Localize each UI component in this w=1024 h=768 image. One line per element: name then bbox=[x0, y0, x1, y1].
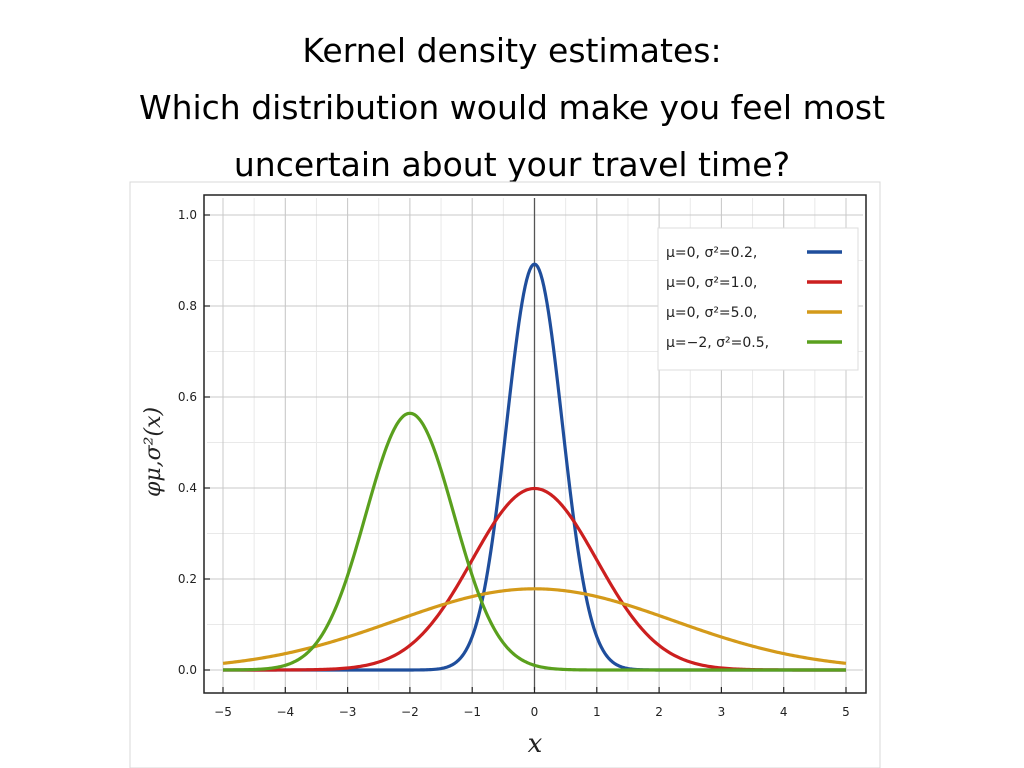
grid-lines bbox=[207, 198, 863, 690]
y-tick-label: 0.2 bbox=[178, 572, 197, 586]
x-tick-label: 5 bbox=[842, 705, 850, 719]
title-line-2: Which distribution would make you feel m… bbox=[138, 88, 886, 127]
legend-label: μ=−2, σ²=0.5, bbox=[666, 335, 769, 351]
title-line-1: Kernel density estimates: bbox=[302, 31, 722, 70]
y-tick-label: 1.0 bbox=[178, 208, 197, 222]
x-axis-label: x bbox=[528, 729, 543, 759]
series-curves bbox=[222, 262, 847, 672]
x-tick-label: 3 bbox=[718, 705, 726, 719]
x-tick-label: 1 bbox=[593, 705, 601, 719]
y-axis-label: φμ,σ²(x) bbox=[141, 407, 166, 497]
series-line-4 bbox=[222, 411, 847, 672]
y-tick-label: 0.8 bbox=[178, 299, 197, 313]
y-tick-label: 0.0 bbox=[178, 663, 197, 677]
x-tick-label: 2 bbox=[655, 705, 663, 719]
legend-label: μ=0, σ²=1.0, bbox=[666, 275, 757, 291]
slide-title: Kernel density estimates: Which distribu… bbox=[0, 22, 1024, 193]
legend: μ=0, σ²=0.2, μ=0, σ²=1.0, μ=0, σ²=5.0, μ=−2… bbox=[657, 227, 859, 371]
x-tick-label: 0 bbox=[531, 705, 539, 719]
x-tick-label: −2 bbox=[401, 705, 419, 719]
x-tick-label: −3 bbox=[339, 705, 357, 719]
legend-label: μ=0, σ²=0.2, bbox=[666, 245, 757, 261]
title-line-3: uncertain about your travel time? bbox=[233, 145, 791, 184]
legend-label: μ=0, σ²=5.0, bbox=[666, 305, 757, 321]
x-tick-label: −5 bbox=[214, 705, 232, 719]
x-tick-label: −4 bbox=[276, 705, 294, 719]
series-line-3 bbox=[222, 587, 847, 665]
x-tick-label: 4 bbox=[780, 705, 788, 719]
axis-ticks: −5 −4 −3 −2 −1 0 1 2 3 4 5 0.0 0.2 0.4 0.6 0.8 1.0 bbox=[178, 208, 850, 719]
y-tick-label: 0.4 bbox=[178, 481, 197, 495]
x-tick-label: −1 bbox=[463, 705, 481, 719]
y-tick-label: 0.6 bbox=[178, 390, 197, 404]
